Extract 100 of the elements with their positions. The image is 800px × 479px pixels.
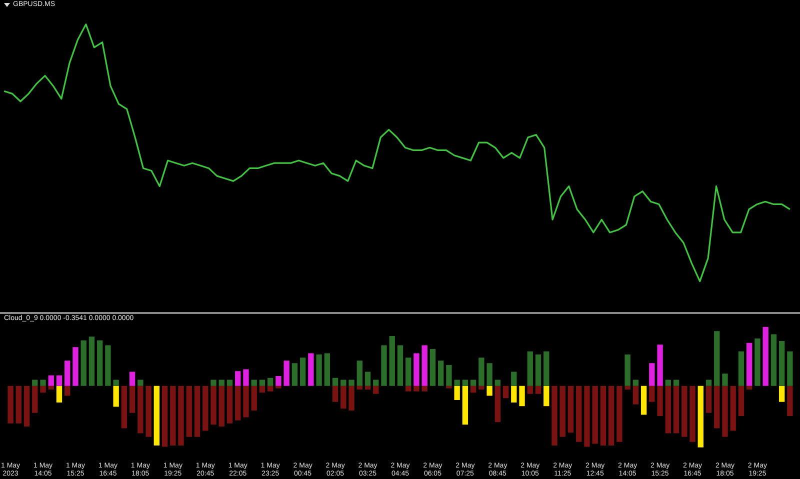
- bar: [722, 386, 728, 437]
- bar: [608, 386, 614, 446]
- bar: [48, 375, 54, 386]
- bar: [162, 386, 168, 447]
- bar: [40, 386, 46, 393]
- bar: [105, 345, 111, 386]
- bar: [470, 386, 476, 393]
- bar: [778, 340, 785, 386]
- bar: [113, 386, 119, 407]
- bar: [519, 386, 525, 406]
- bar: [129, 386, 136, 413]
- bar: [754, 338, 760, 386]
- bar: [356, 386, 362, 390]
- bar: [462, 380, 468, 386]
- bar: [706, 380, 712, 386]
- bar: [624, 354, 630, 386]
- bar: [397, 345, 404, 386]
- bar: [210, 380, 216, 386]
- bar: [389, 336, 395, 386]
- bar: [324, 353, 330, 386]
- bar: [649, 363, 655, 386]
- bar: [738, 386, 744, 416]
- bar: [535, 354, 542, 386]
- bar: [64, 386, 70, 396]
- bar: [430, 348, 436, 386]
- bar: [226, 386, 233, 424]
- bar: [218, 386, 224, 426]
- bar: [356, 360, 362, 386]
- bar: [494, 380, 501, 386]
- bar: [544, 386, 550, 406]
- bar: [348, 386, 354, 410]
- bar: [406, 358, 412, 386]
- bar: [251, 380, 257, 386]
- bar: [251, 386, 257, 410]
- bar: [527, 386, 533, 394]
- bar: [146, 386, 152, 437]
- bar: [276, 376, 282, 386]
- bar: [770, 334, 777, 386]
- bar: [32, 380, 38, 386]
- bar: [673, 386, 680, 434]
- bar: [348, 380, 354, 386]
- bar: [494, 386, 501, 422]
- bar: [138, 380, 144, 386]
- bar: [706, 386, 712, 413]
- bar: [226, 380, 233, 386]
- bar: [600, 386, 606, 446]
- bar: [300, 358, 306, 386]
- bar: [665, 380, 671, 386]
- bar: [414, 353, 420, 386]
- bar: [535, 386, 542, 394]
- bar: [24, 386, 30, 426]
- bar: [560, 386, 566, 437]
- bar: [381, 345, 387, 386]
- bar: [243, 386, 249, 418]
- bar: [486, 363, 492, 386]
- bar: [406, 386, 412, 392]
- bar: [722, 374, 728, 386]
- bar: [8, 386, 14, 424]
- bar: [129, 372, 136, 386]
- bar: [138, 386, 144, 434]
- bar: [454, 386, 460, 400]
- bar: [632, 380, 639, 386]
- bar: [624, 386, 630, 390]
- bar: [218, 380, 224, 386]
- bar: [778, 386, 785, 402]
- bar: [259, 386, 266, 393]
- bar: [202, 386, 208, 431]
- bar: [292, 363, 298, 386]
- bar: [364, 372, 371, 386]
- bar: [340, 380, 346, 386]
- bar: [332, 378, 338, 386]
- bar: [714, 331, 720, 386]
- bar: [462, 386, 468, 425]
- bar: [332, 386, 338, 402]
- bar: [267, 378, 274, 386]
- bar: [502, 386, 509, 398]
- bar: [414, 386, 420, 392]
- bar: [364, 386, 371, 390]
- bar: [16, 386, 22, 424]
- bar: [96, 340, 103, 386]
- bar: [32, 386, 38, 413]
- bar: [478, 386, 484, 390]
- bar: [64, 360, 70, 386]
- bar: [72, 347, 78, 386]
- bar: [113, 380, 119, 386]
- bar: [478, 358, 484, 386]
- bar: [454, 380, 460, 386]
- bar: [373, 380, 379, 386]
- bar: [698, 386, 704, 448]
- bar: [243, 369, 249, 386]
- bar: [673, 380, 680, 386]
- bar: [787, 386, 793, 416]
- bar: [714, 386, 720, 428]
- bar: [40, 380, 46, 386]
- bar: [284, 360, 290, 386]
- bar: [730, 386, 736, 431]
- bar: [121, 386, 128, 428]
- bar: [194, 386, 200, 437]
- bar: [746, 386, 752, 390]
- bar: [665, 386, 671, 434]
